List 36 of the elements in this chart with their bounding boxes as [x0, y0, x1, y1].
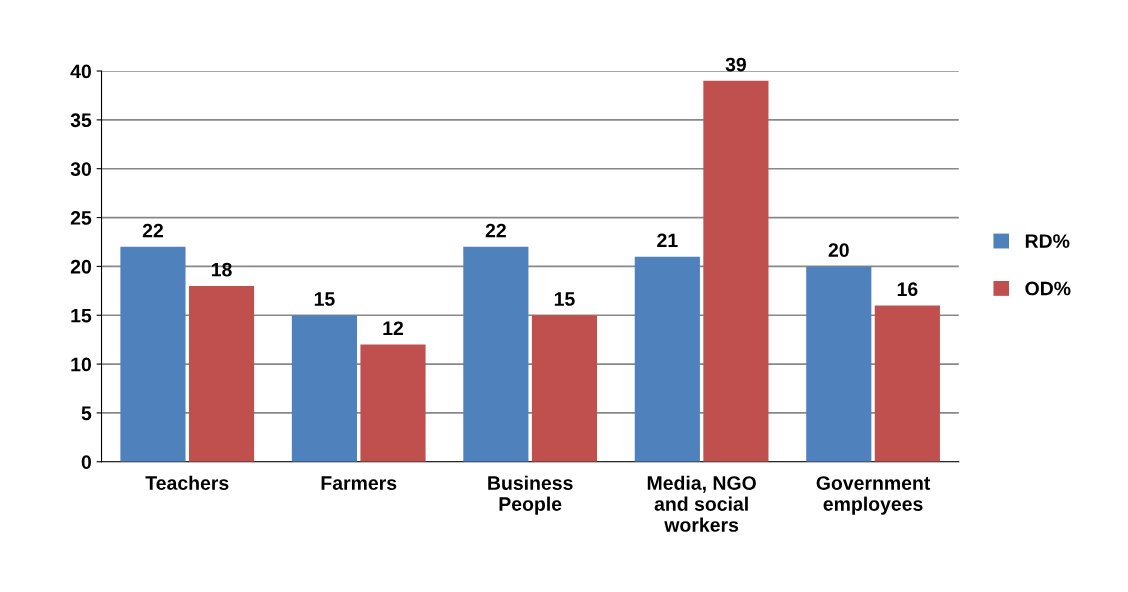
bar	[806, 266, 872, 462]
data-label: 15	[554, 292, 575, 306]
x-tick-label: Teachers	[145, 475, 229, 490]
y-tick-label: 0	[81, 455, 91, 469]
bar	[634, 256, 700, 462]
bar	[120, 246, 186, 462]
data-label: 21	[657, 233, 678, 248]
y-tick-label: 10	[71, 357, 91, 372]
bar	[703, 80, 769, 462]
bar	[531, 315, 598, 462]
bar	[874, 305, 940, 462]
data-label: 22	[142, 223, 163, 238]
legend-label: RD%	[1025, 234, 1070, 248]
y-tick-label: 20	[70, 259, 91, 274]
y-tick-label: 25	[70, 211, 92, 225]
data-label: 39	[725, 57, 746, 72]
bar	[291, 315, 357, 462]
data-label: 15	[314, 292, 335, 306]
y-tick-label: 30	[70, 162, 91, 176]
x-tick-label: Government employees	[816, 476, 931, 515]
y-tick-label: 5	[81, 406, 92, 421]
data-label: 12	[383, 321, 404, 335]
data-label: 16	[897, 282, 918, 297]
x-tick-label: Farmers	[321, 476, 397, 490]
y-tick-label: 15	[71, 308, 92, 323]
y-tick-label: 40	[70, 64, 91, 79]
bar	[463, 246, 529, 462]
y-tick-label: 35	[70, 113, 92, 128]
bar	[360, 344, 426, 462]
data-label: 22	[485, 223, 506, 238]
x-tick-label: Media, NGO and social workers	[647, 475, 756, 532]
bar	[188, 285, 255, 462]
legend-label: OD%	[1025, 281, 1071, 296]
data-label: 18	[211, 262, 232, 277]
x-tick-label: Business People	[488, 475, 573, 515]
data-label: 20	[828, 243, 849, 257]
